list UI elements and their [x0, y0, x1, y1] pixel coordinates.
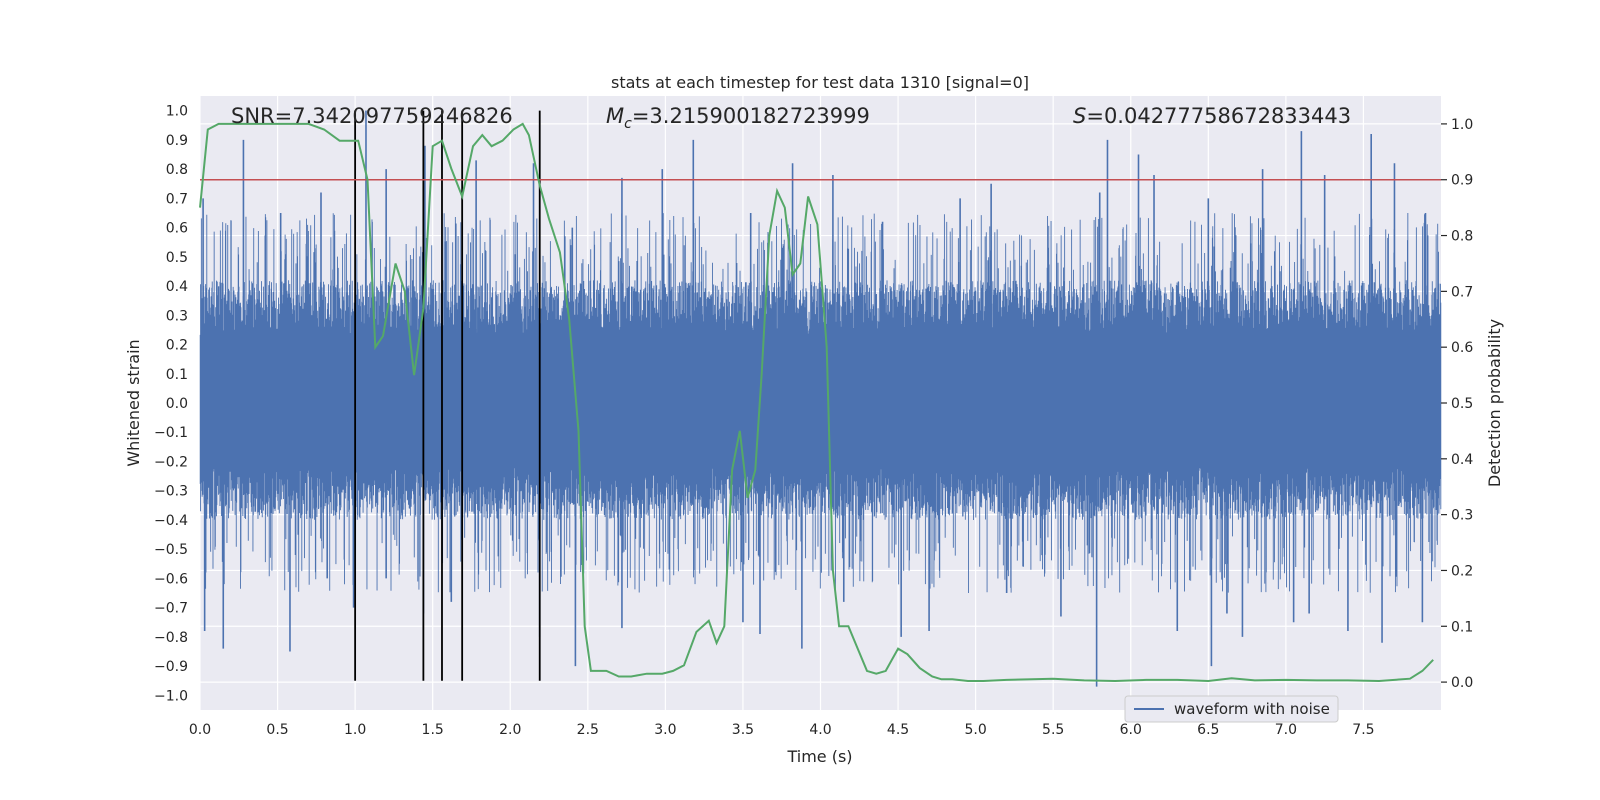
vertical-markers [354, 110, 541, 681]
x-tick-label: 6.5 [1197, 722, 1219, 738]
right-y-axis-label: Detection probability [1485, 319, 1504, 487]
x-tick-label: 7.0 [1275, 722, 1297, 738]
x-tick-label: 4.0 [809, 722, 831, 738]
chirp-mass-value: =3.215900182723999 [632, 104, 870, 128]
left-y-tick-label: 0.0 [166, 396, 188, 412]
chirp-mass-subscript: c [624, 116, 632, 132]
left-y-tick-label: −0.5 [154, 542, 188, 558]
left-y-tick-label: 0.9 [166, 133, 188, 149]
detection-probability-line [199, 122, 1434, 683]
s-value: =0.04277758672833443 [1086, 104, 1351, 128]
right-y-tick-labels: 1.0 0.9 0.8 0.7 0.6 0.5 0.4 0.3 0.2 0.1 0.0 [1441, 117, 1473, 691]
s-symbol: S [1073, 104, 1086, 128]
left-y-tick-label: 0.8 [166, 162, 188, 178]
right-y-tick-label: 0.3 [1451, 508, 1473, 524]
left-y-tick-label: −0.9 [154, 659, 188, 675]
left-y-axis-label: Whitened strain [124, 339, 143, 466]
left-y-tick-label: −0.3 [154, 484, 188, 500]
right-y-tick-label: 0.0 [1451, 675, 1473, 691]
chirp-mass-annotation: Mc=3.215900182723999 [606, 104, 870, 132]
x-tick-label: 5.5 [1042, 722, 1064, 738]
left-y-tick-label: −0.4 [154, 513, 188, 529]
left-y-tick-labels: 1.0 0.9 0.8 0.7 0.6 0.5 0.4 0.3 0.2 0.1 0.0 −0.1 −0.… [154, 104, 188, 705]
x-tick-label: 1.5 [422, 722, 444, 738]
right-y-tick-label: 0.8 [1451, 229, 1473, 245]
left-y-tick-label: −1.0 [154, 688, 188, 704]
right-y-tick-label: 0.7 [1451, 284, 1473, 300]
right-y-tick-label: 0.6 [1451, 340, 1473, 356]
right-y-tick-label: 1.0 [1451, 117, 1473, 133]
left-y-tick-label: 0.1 [166, 367, 188, 383]
right-y-tick-label: 0.4 [1451, 452, 1473, 468]
x-axis-label: Time (s) [786, 747, 852, 766]
right-y-tick-label: 0.2 [1451, 563, 1473, 579]
waveform-with-noise-series [199, 110, 1442, 687]
left-y-tick-label: 0.6 [166, 221, 188, 237]
x-tick-label: 3.5 [732, 722, 754, 738]
right-y-tick-label: 0.5 [1451, 396, 1473, 412]
x-tick-label: 6.0 [1120, 722, 1142, 738]
x-tick-label: 4.5 [887, 722, 909, 738]
left-y-tick-label: 0.7 [166, 191, 188, 207]
legend: waveform with noise [1124, 695, 1339, 723]
legend-box [1124, 695, 1339, 723]
right-y-tick-label: 0.1 [1451, 619, 1473, 635]
legend-label: waveform with noise [1174, 700, 1330, 718]
left-y-tick-label: 0.2 [166, 338, 188, 354]
x-tick-label: 0.5 [266, 722, 288, 738]
left-y-tick-label: −0.1 [154, 425, 188, 441]
left-y-tick-label: −0.2 [154, 454, 188, 470]
chirp-mass-symbol: M [606, 104, 624, 128]
left-y-tick-label: 0.3 [166, 308, 188, 324]
x-tick-label: 0.0 [189, 722, 211, 738]
chart-title: stats at each timestep for test data 131… [611, 73, 1029, 92]
left-y-tick-label: 0.4 [166, 279, 188, 295]
left-y-tick-label: −0.6 [154, 571, 188, 587]
right-y-tick-label: 0.9 [1451, 173, 1473, 189]
x-tick-label: 1.0 [344, 722, 366, 738]
x-tick-label: 2.0 [499, 722, 521, 738]
left-y-tick-label: −0.8 [154, 630, 188, 646]
x-tick-label: 2.5 [577, 722, 599, 738]
x-tick-label: 7.5 [1352, 722, 1374, 738]
x-tick-label: 3.0 [654, 722, 676, 738]
snr-annotation: SNR=7.342097759246826 [231, 104, 513, 128]
s-annotation: S=0.04277758672833443 [1073, 104, 1351, 128]
x-tick-labels: 0.0 0.5 1.0 1.5 2.0 2.5 3.0 3.5 4.0 4.5 5.0 5.5 6.0 6… [189, 722, 1375, 738]
x-tick-label: 5.0 [964, 722, 986, 738]
left-y-tick-label: 1.0 [166, 104, 188, 120]
left-y-tick-label: −0.7 [154, 601, 188, 617]
left-y-tick-label: 0.5 [166, 250, 188, 266]
